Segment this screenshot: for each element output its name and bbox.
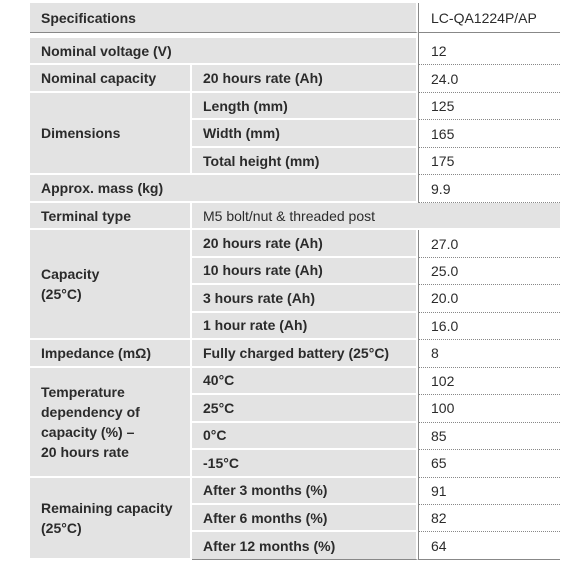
row: 10 hours rate (Ah) 25.0 [30,257,561,286]
label-line: 20 hours rate [41,443,129,460]
row: Approx. mass (kg) 9.9 [30,175,561,203]
row: 3 hours rate (Ah) 20.0 [30,285,561,313]
label-line: Temperature [41,383,125,400]
item-name: 20 hours rate (Ah) [192,65,419,93]
item-name: After 12 months (%) [192,532,419,560]
item-value: 165 [418,120,561,148]
item-name: -15°C [192,450,419,478]
row: Nominal voltage (V) 12 [30,38,561,66]
item-name: 3 hours rate (Ah) [192,285,419,313]
label-line: Nominal voltage (V) [41,42,172,59]
item-value: 91 [418,477,561,505]
header-cell: LC-QA1224P/AP [418,3,561,33]
row: 1 hour rate (Ah) 16.0 [30,312,561,341]
row: -15°C 65 [30,450,561,478]
row-label: Impedance (mΩ) [30,340,192,368]
item-value: 27.0 [418,230,561,258]
label-line: (25°C) [41,286,82,303]
header-cell: Specifications [30,3,419,33]
label-line: dependency of [41,403,140,420]
label-line: Terminal type [41,207,131,224]
item-name: After 3 months (%) [192,477,419,505]
row: Width (mm) 165 [30,120,561,148]
row: After 12 months (%) 64 [30,532,561,560]
row-label: Nominal capacity [30,65,192,93]
label-line: Remaining capacity [41,499,173,516]
row: Temperature dependency of capacity (%) – 20… [30,367,561,478]
spec-table: Specifications LC-QA1224P/AP Nominal vol… [30,3,561,560]
row: Nominal capacity 20 hours rate (Ah) 24.0 [30,65,561,93]
item-name: Length (mm) [192,92,419,121]
row-label: Capacity (25°C) [30,230,192,341]
row: Dimensions Length (mm) 125 [30,92,561,176]
row: Terminal type M5 bolt/nut & threaded post [30,202,561,231]
item-name: 0°C [192,422,419,451]
item-value: 16.0 [418,312,561,341]
item-value: 175 [418,147,561,176]
row: 0°C 85 [30,422,561,451]
item-name: Total height (mm) [192,147,419,176]
item-value: 65 [418,450,561,478]
label-line: Dimensions [41,125,121,142]
row-label: Temperature dependency of capacity (%) – 20… [30,367,192,478]
label-line: (25°C) [41,519,82,536]
row: Capacity (25°C) 20 hours rate (Ah) 27.0 [30,230,561,341]
row-label: Approx. mass (kg) [30,175,419,203]
item-value: 85 [418,422,561,451]
row: After 6 months (%) 82 [30,504,561,533]
item-value: 100 [418,395,561,423]
item-name: Fully charged battery (25°C) [192,340,419,368]
item-value: 125 [418,92,561,121]
header-row: Specifications LC-QA1224P/AP [30,3,561,33]
row-label: Remaining capacity (25°C) [30,477,192,560]
item-name: 10 hours rate (Ah) [192,257,419,286]
item-name: 20 hours rate (Ah) [192,230,419,258]
row: Total height (mm) 175 [30,147,561,176]
spacer [30,33,560,38]
item-value: 102 [418,367,561,396]
row-label: Nominal voltage (V) [30,38,419,66]
row: 25°C 100 [30,395,561,423]
row: Remaining capacity (25°C) After 3 months (… [30,477,561,560]
row-label: Terminal type [30,202,192,231]
table-body: Specifications LC-QA1224P/AP Nominal vol… [30,3,561,560]
value: 12 [418,38,561,66]
label-line: Impedance (mΩ) [41,344,152,361]
row: Impedance (mΩ) Fully charged battery (25°… [30,340,561,368]
label-line: capacity (%) – [41,423,135,440]
label-line: Capacity [41,266,100,283]
item-name: 25°C [192,395,419,423]
item-value: 64 [418,532,561,560]
item-value: 8 [418,340,561,368]
spacer-cell [418,33,560,38]
label-line: Approx. mass (kg) [41,180,164,197]
value: 9.9 [418,175,561,203]
item-value: 25.0 [418,257,561,286]
detail: M5 bolt/nut & threaded post [192,202,561,231]
row-label: Dimensions [30,92,192,176]
label-line: Nominal capacity [41,70,157,87]
item-name: 40°C [192,367,419,396]
item-value: 24.0 [418,65,561,93]
item-name: Width (mm) [192,120,419,148]
item-name: 1 hour rate (Ah) [192,312,419,341]
item-value: 20.0 [418,285,561,313]
item-value: 82 [418,504,561,533]
item-name: After 6 months (%) [192,504,419,533]
